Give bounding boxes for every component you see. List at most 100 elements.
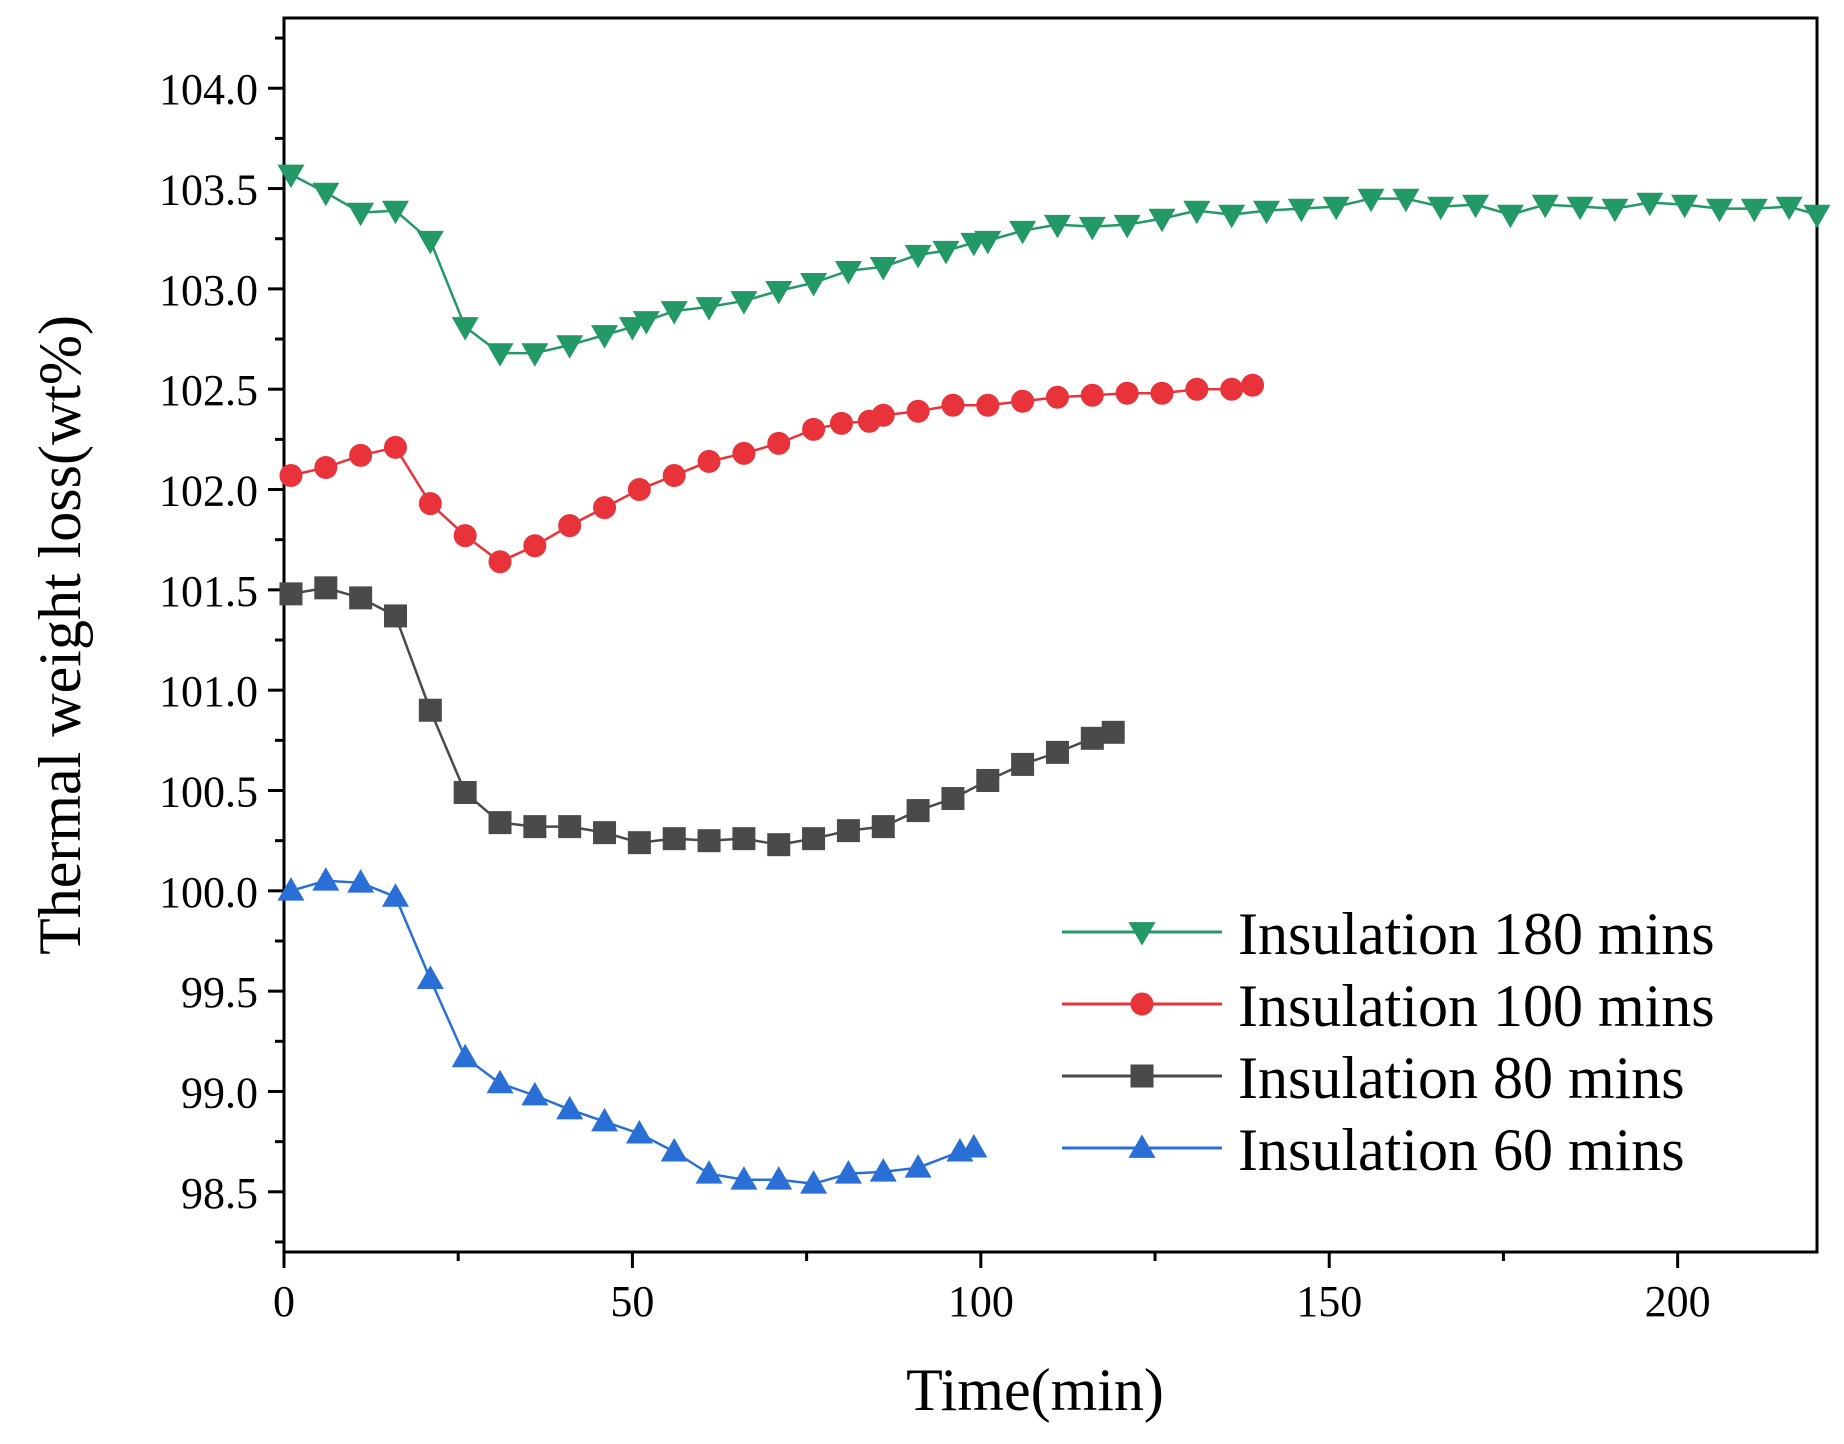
data-point xyxy=(1218,204,1246,229)
data-point xyxy=(312,182,340,207)
data-point xyxy=(1080,726,1104,750)
data-point xyxy=(314,455,338,479)
data-point xyxy=(800,273,828,297)
data-point xyxy=(1009,220,1037,245)
data-point xyxy=(660,1138,688,1162)
data-point xyxy=(488,550,512,574)
data-point xyxy=(486,343,514,367)
data-point xyxy=(834,260,862,285)
data-point xyxy=(383,435,407,459)
data-point xyxy=(314,576,338,600)
legend-label: Insulation 180 mins xyxy=(1238,901,1715,967)
legend-label: Insulation 100 mins xyxy=(1238,973,1715,1039)
series-insulation-100-mins xyxy=(279,373,1265,574)
data-point xyxy=(765,1166,793,1190)
data-point xyxy=(836,819,860,843)
legend-marker xyxy=(1130,992,1154,1016)
data-point xyxy=(906,399,930,423)
x-tick-label: 0 xyxy=(273,1277,295,1326)
legend-label: Insulation 60 mins xyxy=(1238,1117,1685,1183)
data-point xyxy=(1740,198,1768,223)
data-point xyxy=(558,514,582,538)
data-point xyxy=(662,463,686,487)
data-point xyxy=(1601,198,1629,223)
data-point xyxy=(1080,383,1104,407)
data-point xyxy=(591,1107,619,1132)
y-axis-ticks: 98.5 99.0 99.5 100.0 100.5 101.0 101.5 102.0 102… xyxy=(159,36,284,1244)
data-point xyxy=(632,311,660,335)
data-point xyxy=(556,1095,584,1120)
data-point xyxy=(802,827,826,851)
data-point xyxy=(488,811,512,835)
data-point xyxy=(1427,196,1455,221)
data-point xyxy=(1636,192,1664,217)
data-point xyxy=(1045,740,1069,764)
data-point xyxy=(618,317,646,341)
data-point xyxy=(976,768,1000,792)
data-point xyxy=(521,343,549,367)
data-point xyxy=(347,869,375,893)
data-point xyxy=(416,965,444,989)
data-point xyxy=(695,297,723,321)
y-tick-label: 101.5 xyxy=(159,567,258,616)
data-point xyxy=(1462,194,1490,219)
data-point xyxy=(1078,216,1106,241)
data-point xyxy=(349,586,373,610)
data-point xyxy=(1322,196,1350,221)
data-point xyxy=(558,815,582,839)
data-point xyxy=(312,867,340,891)
data-point xyxy=(871,403,895,427)
series-insulation-80-mins xyxy=(279,576,1125,857)
series-insulation-60-mins xyxy=(277,867,988,1194)
data-point xyxy=(593,821,617,845)
data-point xyxy=(1183,200,1211,225)
data-point xyxy=(277,877,305,901)
data-point xyxy=(279,463,303,487)
data-point xyxy=(767,833,791,857)
x-tick-label: 100 xyxy=(948,1277,1014,1326)
data-point xyxy=(416,230,444,255)
data-point xyxy=(802,417,826,441)
legend-marker xyxy=(1128,1134,1156,1158)
data-point xyxy=(1115,381,1139,405)
data-point xyxy=(732,441,756,465)
data-point xyxy=(1011,389,1035,413)
data-point xyxy=(730,291,758,315)
data-point xyxy=(523,534,547,558)
data-point xyxy=(1045,385,1069,409)
y-tick-label: 104.0 xyxy=(159,65,258,114)
data-point xyxy=(941,393,965,417)
y-tick-label: 102.5 xyxy=(159,366,258,415)
data-point xyxy=(625,1119,653,1144)
data-point xyxy=(279,582,303,606)
x-tick-label: 150 xyxy=(1296,1277,1362,1326)
data-point xyxy=(521,1081,549,1106)
data-point xyxy=(695,1160,723,1184)
data-point xyxy=(732,827,756,851)
data-point xyxy=(1566,196,1594,221)
data-point xyxy=(1101,720,1125,744)
x-tick-label: 200 xyxy=(1645,1277,1711,1326)
data-point xyxy=(1252,200,1281,225)
data-point xyxy=(1220,377,1244,401)
y-tick-label: 103.0 xyxy=(159,266,258,315)
data-point xyxy=(1185,377,1209,401)
data-point xyxy=(349,443,373,467)
y-tick-label: 99.5 xyxy=(181,968,258,1017)
data-point xyxy=(451,1043,479,1068)
data-point xyxy=(906,799,930,823)
data-point xyxy=(486,1069,514,1094)
data-point xyxy=(662,827,686,851)
data-point xyxy=(829,411,853,435)
y-tick-label: 100.0 xyxy=(159,868,258,917)
y-tick-label: 100.5 xyxy=(159,768,258,817)
data-point xyxy=(932,240,960,265)
data-point xyxy=(1241,373,1265,397)
data-point xyxy=(834,1160,862,1184)
data-point xyxy=(1011,752,1035,776)
data-point xyxy=(765,281,793,305)
data-point xyxy=(627,478,651,502)
data-point xyxy=(1392,188,1420,213)
